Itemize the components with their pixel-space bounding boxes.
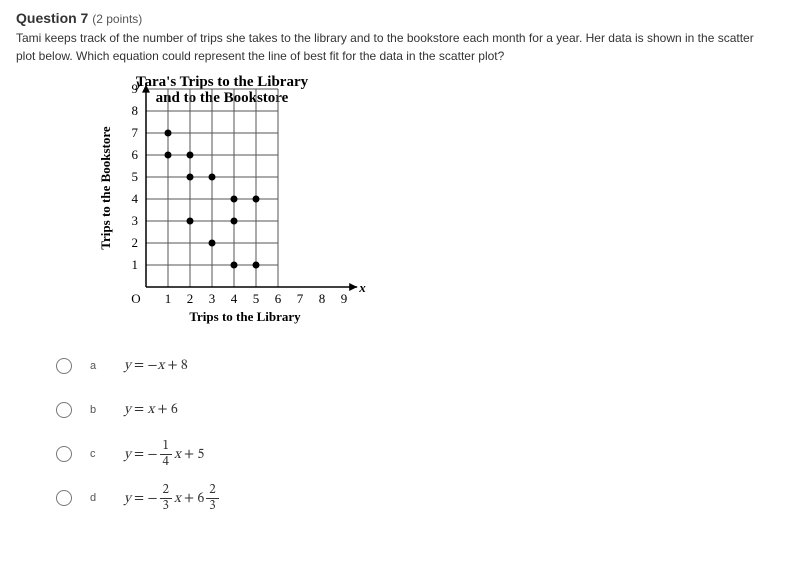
question-prompt-line1: Tami keeps track of the number of trips …: [16, 30, 784, 46]
svg-text:4: 4: [132, 191, 139, 206]
svg-text:O: O: [131, 291, 140, 306]
svg-text:9: 9: [132, 81, 139, 96]
svg-text:Tara's Trips to the Library: Tara's Trips to the Library: [136, 74, 309, 90]
option-b-letter: b: [90, 404, 108, 416]
svg-text:Trips to the Library: Trips to the Library: [189, 309, 301, 324]
option-c-letter: c: [90, 448, 108, 460]
svg-text:1: 1: [132, 257, 139, 272]
option-c-row: c y = −14x + 5: [56, 432, 784, 476]
option-c-equation: y = −14x + 5: [124, 440, 204, 469]
option-a-equation: y = −x + 8: [124, 357, 188, 375]
option-d-radio[interactable]: [56, 490, 72, 506]
svg-text:3: 3: [209, 291, 216, 306]
svg-text:5: 5: [253, 291, 260, 306]
svg-text:3: 3: [132, 213, 139, 228]
svg-text:2: 2: [187, 291, 194, 306]
svg-text:7: 7: [132, 125, 139, 140]
svg-text:7: 7: [297, 291, 304, 306]
option-b-equation: y = x + 6: [124, 401, 178, 419]
svg-text:Trips to the Bookstore: Trips to the Bookstore: [98, 126, 113, 250]
svg-text:9: 9: [341, 291, 348, 306]
option-d-letter: d: [90, 492, 108, 504]
option-b-radio[interactable]: [56, 402, 72, 418]
question-points: (2 points): [92, 12, 142, 26]
answer-options: a y = −x + 8 b y = x + 6 c y = −14x + 5 …: [56, 344, 784, 520]
svg-text:x: x: [358, 280, 366, 295]
question-number: Question 7: [16, 10, 88, 26]
svg-text:6: 6: [132, 147, 139, 162]
svg-text:2: 2: [132, 235, 139, 250]
option-a-row: a y = −x + 8: [56, 344, 784, 388]
option-b-row: b y = x + 6: [56, 388, 784, 432]
option-d-row: d y = −23x + 623: [56, 476, 784, 520]
option-a-radio[interactable]: [56, 358, 72, 374]
svg-text:8: 8: [319, 291, 326, 306]
svg-text:4: 4: [231, 291, 238, 306]
question-prompt-line2: plot below. Which equation could represe…: [16, 48, 784, 64]
svg-text:5: 5: [132, 169, 139, 184]
svg-text:8: 8: [132, 103, 139, 118]
svg-text:6: 6: [275, 291, 282, 306]
question-header: Question 7 (2 points): [16, 10, 784, 26]
option-c-radio[interactable]: [56, 446, 72, 462]
option-d-equation: y = −23x + 623: [124, 484, 221, 513]
option-a-letter: a: [90, 360, 108, 372]
svg-text:1: 1: [165, 291, 172, 306]
scatter-plot: Tara's Trips to the Libraryand to the Bo…: [86, 72, 466, 327]
svg-text:and to the Bookstore: and to the Bookstore: [156, 90, 289, 106]
